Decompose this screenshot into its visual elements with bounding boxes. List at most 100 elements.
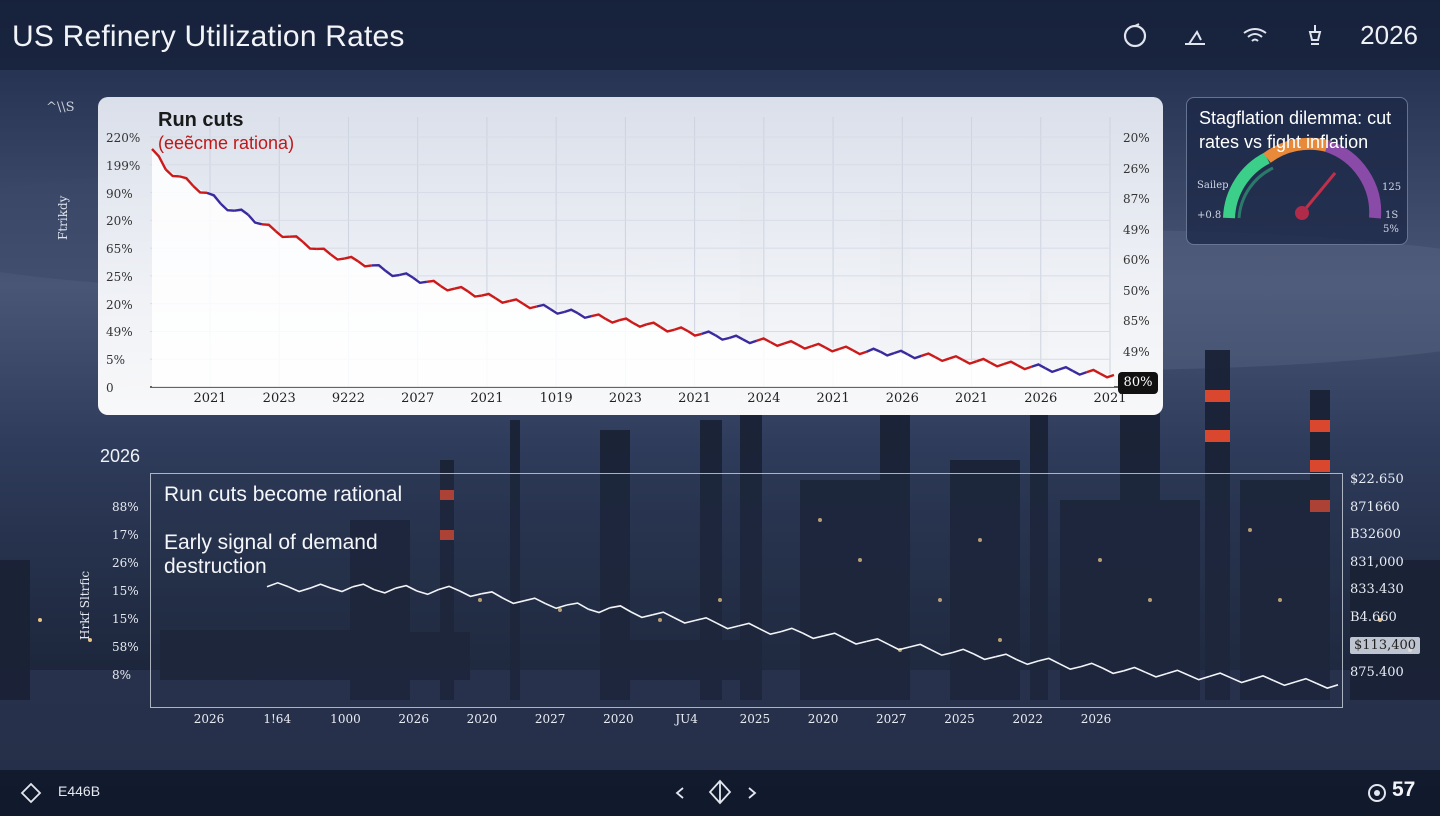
series-line-segment [780, 627, 803, 634]
series-line-segment [357, 260, 373, 268]
y-tick-left: 220% [106, 131, 141, 145]
series-line-segment [646, 321, 662, 329]
series-line-segment [756, 337, 771, 344]
y-tick-left: 0 [106, 381, 114, 395]
y-tick-left: 8% [112, 668, 132, 682]
prev-icon[interactable] [672, 784, 688, 802]
bottom-chart-panel [150, 473, 1343, 708]
x-tick-label: 2026 [885, 391, 919, 406]
series-line-segment [866, 347, 881, 353]
app-title: US Refinery Utilization Rates [12, 20, 405, 53]
series-line-segment [1016, 658, 1039, 666]
series-line-segment [399, 272, 414, 279]
series-line-segment [1044, 367, 1060, 374]
refresh-icon[interactable] [1120, 21, 1150, 51]
series-line-segment [1080, 662, 1103, 669]
series-line-segment [309, 583, 332, 589]
top-line-chart [150, 117, 1150, 388]
wifi-icon[interactable] [1240, 21, 1270, 51]
x-tick-label: 2021 [954, 391, 989, 406]
end-value-badge: 80% [1118, 372, 1158, 394]
center-icon[interactable] [706, 778, 734, 806]
y-tick-left: 20% [106, 297, 133, 312]
y-tick-left: 20% [106, 214, 133, 229]
series-line-segment [1086, 368, 1101, 375]
series-line-segment [481, 591, 504, 599]
series-line-segment [728, 334, 744, 341]
series-line-segment [591, 313, 607, 320]
y-tick-left: 25% [106, 269, 133, 284]
series-line-segment [630, 611, 653, 619]
series-line-segment [1273, 679, 1296, 687]
series-line-segment [454, 285, 469, 293]
x-tick-label: JU4 [675, 712, 698, 726]
x-tick-label: 2020 [807, 712, 839, 726]
x-tick-label: 2025 [944, 712, 975, 726]
series-line-segment [545, 602, 568, 610]
series-line-segment [1316, 682, 1339, 689]
series-line-segment [1072, 369, 1087, 376]
series-line-segment [673, 326, 689, 333]
x-tick-label: 2026 [398, 712, 429, 726]
series-line-segment [206, 191, 222, 205]
series-line-segment [632, 321, 648, 328]
y-tick-right: 833.430 [1350, 582, 1404, 597]
series-line-segment [266, 581, 289, 588]
x-tick-label: 2024 [747, 391, 781, 406]
series-line-segment [577, 312, 593, 320]
series-line-segment [509, 298, 524, 305]
y-tick-right: 87% [1123, 192, 1150, 206]
series-line-segment [673, 616, 696, 624]
series-line-segment [893, 349, 909, 356]
gauge-label-left-bottom: +0.8 [1197, 210, 1222, 221]
y-tick-right: $113,400 [1350, 637, 1421, 654]
series-line-segment [302, 241, 317, 251]
series-line-segment [371, 263, 387, 272]
series-line-segment [288, 586, 311, 593]
share-icon[interactable] [1180, 21, 1210, 51]
series-line-segment [838, 345, 854, 352]
series-line-segment [907, 353, 922, 360]
series-line-segment [219, 202, 235, 212]
y-tick-left: 26% [112, 556, 139, 570]
series-line-segment [742, 338, 758, 345]
series-line-segment [502, 597, 525, 605]
series-line-segment [962, 358, 977, 365]
series-line-segment [1031, 363, 1046, 370]
y-tick-right: 85% [1123, 314, 1150, 328]
y-tick-left: 58% [112, 640, 139, 654]
series-line-segment [934, 356, 950, 363]
x-tick-label: 2023 [262, 391, 296, 406]
series-line-segment [439, 284, 455, 292]
series-line-segment [234, 208, 249, 216]
top-chart-axis-hint: ^\\S [46, 100, 75, 115]
series-line-segment [588, 607, 611, 614]
series-line-segment [426, 279, 442, 287]
y-tick-right: B32600 [1350, 527, 1401, 542]
series-line-segment [1187, 674, 1210, 681]
series-line-segment [563, 308, 579, 315]
settings-icon[interactable] [1364, 780, 1390, 806]
series-line-segment [1123, 666, 1146, 673]
series-line-segment [1058, 365, 1074, 372]
diamond-icon[interactable] [20, 782, 42, 804]
series-line-segment [930, 649, 953, 657]
series-line-segment [652, 611, 675, 619]
x-tick-label: 2025 [739, 712, 771, 726]
x-tick-label: 2027 [876, 712, 907, 726]
series-line-segment [274, 230, 290, 239]
notification-icon[interactable] [1300, 21, 1330, 51]
x-tick-label: 2023 [608, 391, 642, 406]
series-line-segment [1017, 364, 1032, 371]
y-tick-right: 875.400 [1350, 664, 1404, 680]
section-year: 2026 [100, 446, 141, 466]
series-line-segment [481, 292, 497, 300]
series-line-segment [976, 357, 991, 364]
series-line-segment [373, 587, 396, 594]
series-line-segment [948, 354, 964, 361]
gauge-label-right-top: 125 [1382, 182, 1402, 193]
next-icon[interactable] [744, 784, 760, 802]
series-line-segment [802, 632, 825, 640]
bottom-chart-side-label: Hrkf Sltrfic [78, 570, 92, 640]
series-line-segment [459, 590, 482, 598]
